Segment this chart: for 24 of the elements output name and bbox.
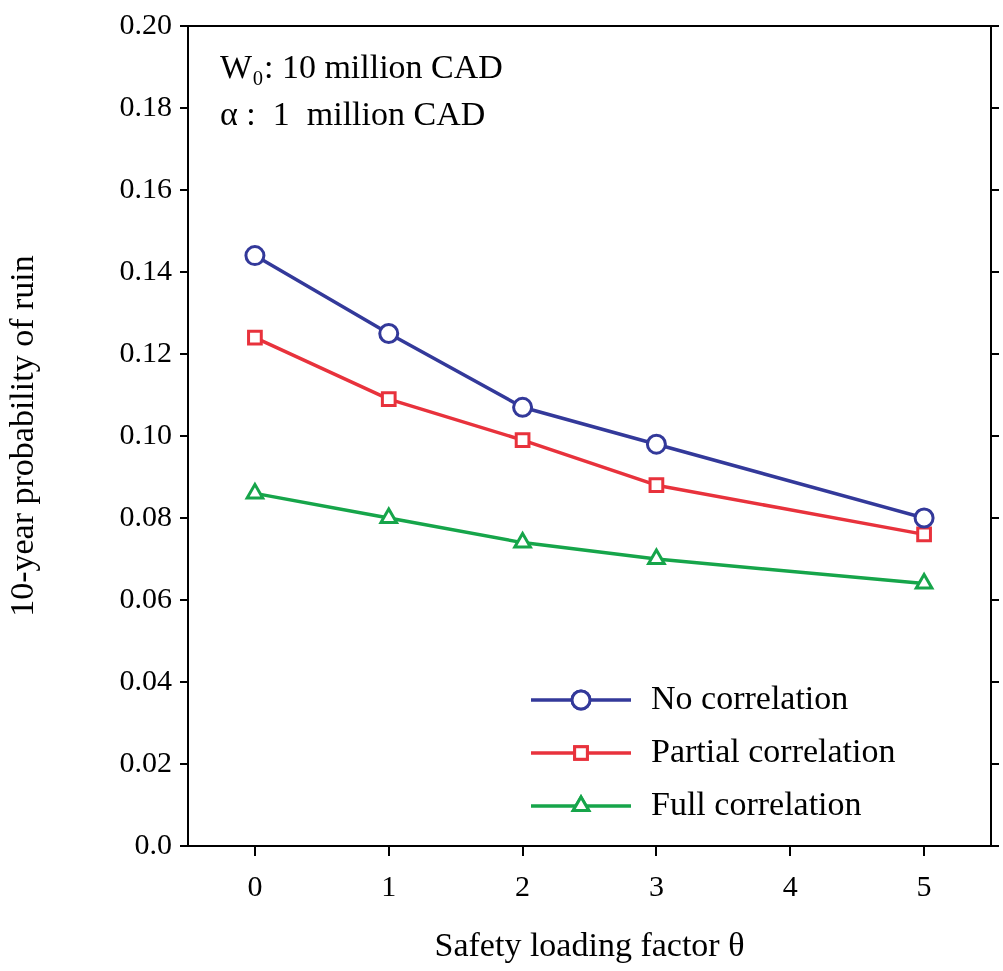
y-tick-label: 0.20 xyxy=(119,6,172,40)
y-tick-label: 0.02 xyxy=(119,744,172,778)
y-tick-label: 0.14 xyxy=(119,252,172,286)
legend-label: No correlation xyxy=(651,678,849,716)
x-tick-label: 4 xyxy=(782,868,798,902)
y-tick-label: 0.12 xyxy=(119,334,172,368)
annotation: α : 1 million CAD xyxy=(220,95,486,132)
x-axis-title: Safety loading factor θ xyxy=(434,925,745,963)
y-tick-label: 0.18 xyxy=(119,88,172,122)
y-tick-label: 0.0 xyxy=(134,826,172,860)
y-axis-title: 10-year probability of ruin xyxy=(3,255,41,617)
annotation: W₀: 10 million CAD xyxy=(220,48,503,85)
x-tick-label: 2 xyxy=(515,868,531,902)
x-tick-label: 0 xyxy=(247,868,263,902)
y-tick-label: 0.10 xyxy=(119,416,172,450)
y-tick-label: 0.08 xyxy=(119,498,172,532)
legend-label: Partial correlation xyxy=(651,731,896,769)
y-tick-label: 0.16 xyxy=(119,170,172,204)
x-tick-label: 3 xyxy=(648,868,664,902)
legend-label: Full correlation xyxy=(651,784,862,822)
y-tick-label: 0.04 xyxy=(119,662,172,696)
x-tick-label: 5 xyxy=(916,868,932,902)
y-tick-label: 0.06 xyxy=(119,580,172,614)
x-tick-label: 1 xyxy=(381,868,397,902)
